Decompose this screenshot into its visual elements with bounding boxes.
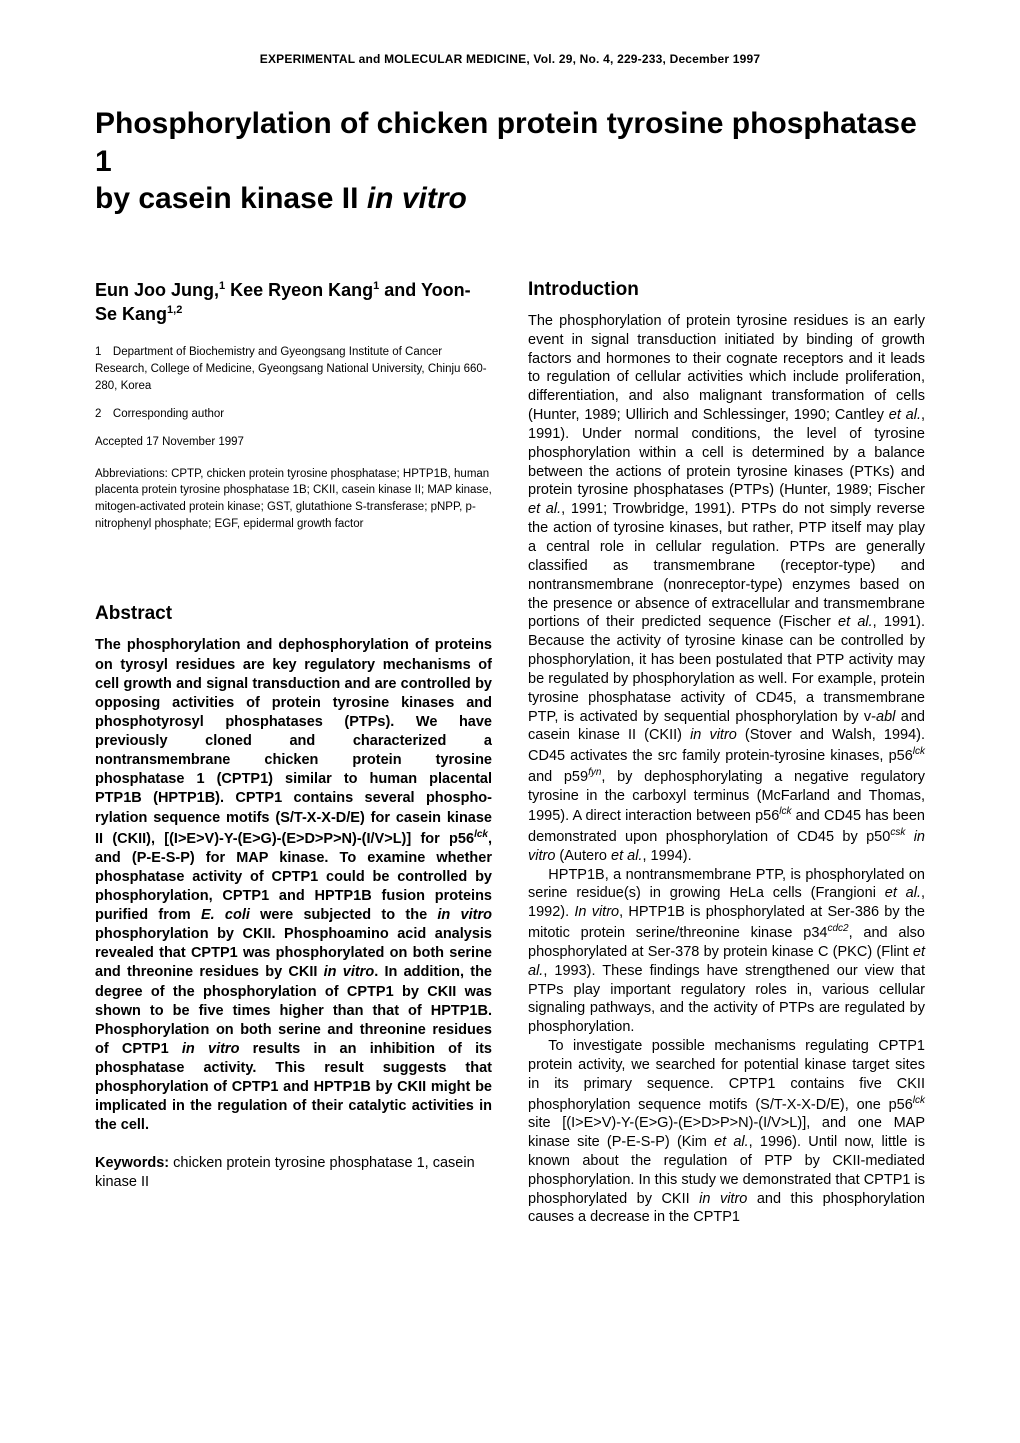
intro-para-1: The phosphorylation of protein tyrosine … (528, 312, 925, 866)
abstract-body: The phosphorylation and dephosphorylatio… (95, 636, 492, 1135)
author-list: Eun Joo Jung,1 Kee Ryeon Kang1 and Yoon-… (95, 278, 492, 327)
keywords: Keywords: chicken protein tyrosine phosp… (95, 1154, 492, 1193)
abbreviations-label: Abbreviations: (95, 468, 168, 480)
accepted-date: Accepted 17 November 1997 (95, 435, 492, 450)
affiliation-1: 1 Department of Biochemistry and Gyeongs… (95, 344, 492, 394)
affiliation-2: 2 Corresponding author (95, 406, 492, 423)
introduction-heading: Introduction (528, 278, 925, 302)
article-title: Phosphorylation of chicken protein tyros… (95, 105, 925, 218)
title-line2: by casein kinase II (95, 182, 367, 215)
intro-para-3: To investigate possible mechanisms regul… (528, 1037, 925, 1227)
abstract-heading: Abstract (95, 602, 492, 626)
right-column: Introduction The phosphorylation of prot… (528, 278, 925, 1228)
title-line1: Phosphorylation of chicken protein tyros… (95, 107, 917, 178)
abbreviations: Abbreviations: CPTP, chicken protein tyr… (95, 466, 492, 533)
running-head: EXPERIMENTAL and MOLECULAR MEDICINE, Vol… (95, 52, 925, 67)
keywords-label: Keywords: (95, 1155, 169, 1171)
title-italic: in vitro (367, 182, 467, 215)
intro-para-2: HPTP1B, a nontransmembrane PTP, is phosp… (528, 866, 925, 1037)
left-column: Eun Joo Jung,1 Kee Ryeon Kang1 and Yoon-… (95, 278, 492, 1228)
